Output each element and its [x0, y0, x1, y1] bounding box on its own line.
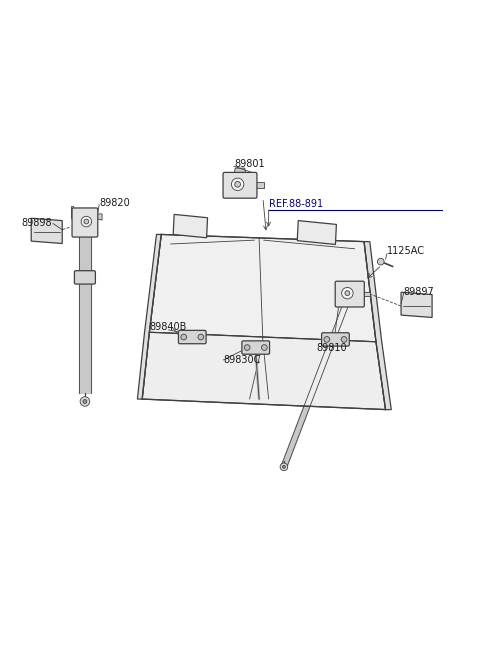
FancyBboxPatch shape	[322, 333, 349, 346]
Circle shape	[83, 400, 87, 403]
Polygon shape	[142, 332, 385, 409]
FancyBboxPatch shape	[335, 281, 364, 307]
Circle shape	[262, 345, 267, 350]
Polygon shape	[401, 292, 432, 318]
Text: 89820: 89820	[99, 198, 130, 208]
Polygon shape	[364, 242, 391, 409]
Text: 89801: 89801	[234, 159, 265, 169]
Polygon shape	[137, 234, 161, 399]
Text: 89840B: 89840B	[149, 322, 187, 333]
Circle shape	[282, 466, 285, 468]
Polygon shape	[79, 236, 91, 272]
Polygon shape	[149, 234, 376, 342]
FancyBboxPatch shape	[74, 271, 96, 284]
Text: 89830C: 89830C	[223, 355, 261, 365]
Text: 89810: 89810	[316, 343, 347, 352]
Text: 89897: 89897	[404, 287, 434, 297]
Circle shape	[280, 463, 288, 471]
Polygon shape	[31, 218, 62, 244]
Circle shape	[80, 397, 90, 406]
FancyBboxPatch shape	[72, 208, 98, 237]
FancyBboxPatch shape	[179, 330, 206, 344]
Polygon shape	[363, 291, 370, 297]
Circle shape	[342, 288, 353, 299]
Circle shape	[235, 181, 240, 187]
FancyBboxPatch shape	[242, 341, 270, 354]
Circle shape	[198, 334, 204, 340]
Polygon shape	[281, 293, 352, 468]
Polygon shape	[255, 183, 264, 188]
Circle shape	[231, 178, 244, 191]
Circle shape	[84, 219, 89, 224]
Polygon shape	[297, 221, 336, 244]
Circle shape	[377, 258, 384, 265]
Text: 89898: 89898	[22, 217, 52, 227]
Circle shape	[324, 337, 330, 343]
Polygon shape	[96, 214, 102, 220]
Text: REF.88-891: REF.88-891	[269, 199, 323, 210]
Circle shape	[181, 334, 187, 340]
Polygon shape	[173, 214, 207, 238]
FancyBboxPatch shape	[223, 172, 257, 198]
Polygon shape	[79, 283, 91, 393]
Text: 1125AC: 1125AC	[387, 246, 425, 256]
Circle shape	[244, 345, 250, 350]
Polygon shape	[71, 206, 73, 217]
Polygon shape	[234, 168, 246, 174]
Circle shape	[81, 216, 92, 227]
Circle shape	[345, 291, 350, 295]
Circle shape	[341, 337, 347, 343]
